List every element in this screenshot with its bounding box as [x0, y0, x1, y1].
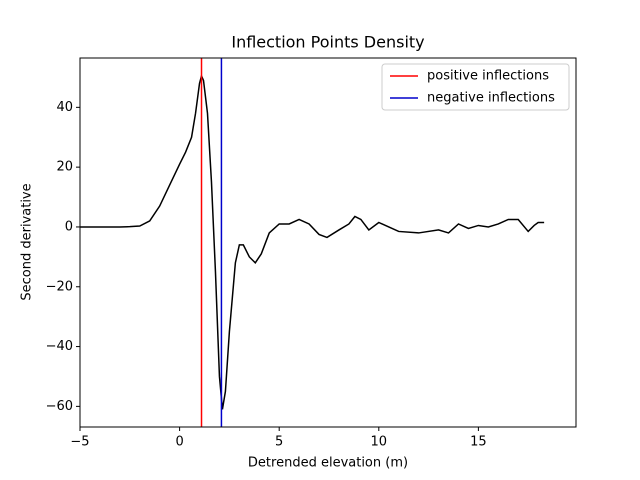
y-tick-label: 40 — [56, 100, 73, 115]
y-axis-label: Second derivative — [20, 183, 35, 300]
x-tick-label: −5 — [70, 435, 89, 450]
x-tick-label: 15 — [470, 435, 487, 450]
y-tick-label: −60 — [46, 399, 73, 414]
x-tick-label: 0 — [175, 435, 183, 450]
y-tick-label: 0 — [65, 219, 73, 234]
y-tick-label: 20 — [56, 160, 73, 175]
y-tick-label: −20 — [46, 279, 73, 294]
x-tick-label: 5 — [275, 435, 283, 450]
chart-title: Inflection Points Density — [231, 33, 424, 52]
x-tick-label: 10 — [371, 435, 388, 450]
legend-label: negative inflections — [427, 91, 555, 106]
legend-label: positive inflections — [427, 69, 549, 84]
data-line — [80, 73, 545, 410]
x-axis-label: Detrended elevation (m) — [248, 456, 408, 471]
axes-frame — [79, 57, 577, 428]
y-tick-label: −40 — [46, 339, 73, 354]
legend-box — [381, 63, 570, 111]
